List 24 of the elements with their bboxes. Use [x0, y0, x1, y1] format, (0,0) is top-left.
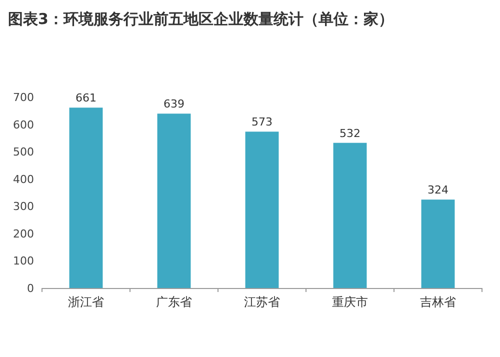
y-tick-label: 0 [27, 282, 34, 295]
data-label: 573 [252, 116, 272, 129]
y-tick-label: 500 [13, 146, 34, 159]
bar [333, 142, 367, 288]
y-tick-label: 100 [13, 254, 34, 268]
y-tick-label: 400 [13, 172, 34, 186]
data-label: 639 [164, 98, 184, 111]
x-tick-label: 广东省 [156, 295, 192, 309]
x-tick-label: 重庆市 [332, 295, 368, 309]
y-tick-label: 600 [13, 118, 34, 132]
y-tick-label: 700 [13, 91, 34, 104]
bar [157, 114, 191, 288]
y-tick-label: 200 [13, 227, 34, 240]
x-tick-label: 吉林省 [420, 295, 456, 309]
bar [421, 200, 455, 288]
y-tick-label: 300 [13, 200, 34, 214]
chart-title: 图表3：环境服务行业前五地区企业数量统计（单位：家） [8, 10, 394, 28]
bar [69, 108, 103, 288]
data-label: 324 [428, 184, 448, 197]
bar [245, 132, 279, 288]
x-tick-label: 江苏省 [244, 295, 280, 309]
data-label: 661 [76, 92, 96, 105]
data-label: 532 [340, 126, 360, 140]
x-tick-label: 浙江省 [68, 295, 104, 309]
